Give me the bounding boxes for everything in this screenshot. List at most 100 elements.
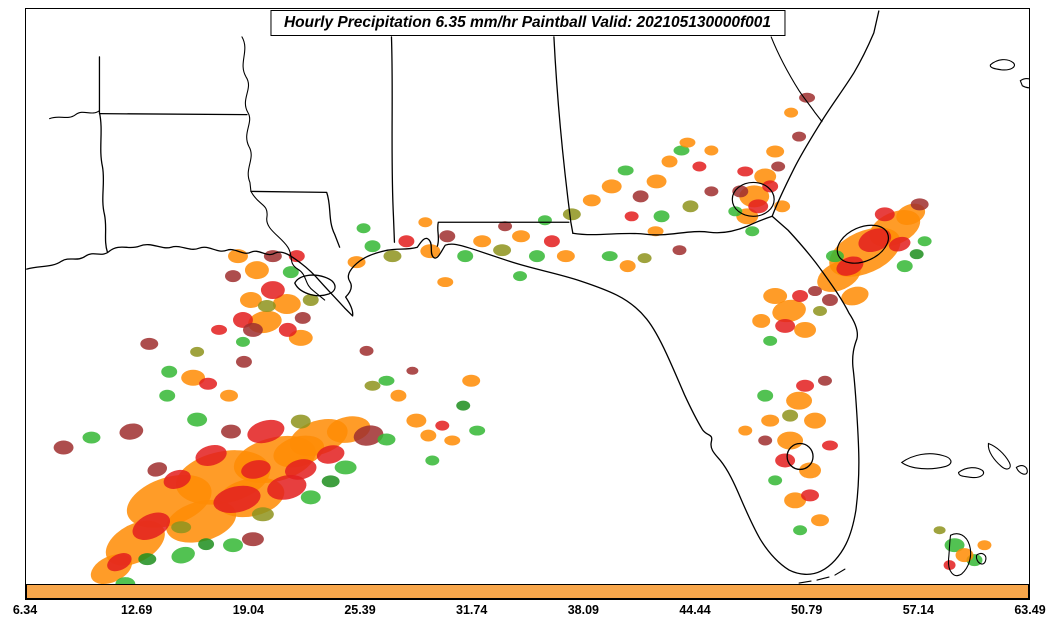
paintball-blob: [242, 322, 263, 337]
paintball-blob: [933, 526, 946, 535]
paintball-blob: [406, 413, 427, 428]
paintball-blob: [582, 194, 601, 207]
paintball-blob: [808, 286, 823, 297]
mississippi-river-path: [241, 36, 326, 301]
paintball-blob: [406, 366, 419, 375]
paintball-blob: [235, 355, 252, 368]
paintball-blob: [977, 540, 992, 551]
map-svg: [26, 10, 1029, 592]
paintball-blob: [294, 311, 311, 324]
paintball-blob: [140, 337, 159, 350]
paintball-blob: [132, 512, 171, 540]
paintball-blob: [811, 514, 829, 527]
paintball-blob: [653, 210, 670, 223]
paintball-blob: [321, 475, 340, 488]
paintball-blob: [786, 391, 813, 410]
paintball-blob: [347, 256, 366, 269]
paintball-blob: [761, 414, 780, 427]
paintball-blob: [190, 346, 205, 357]
paintball-blob: [794, 321, 817, 338]
paintball-blob: [195, 445, 227, 466]
paintball-blob: [457, 250, 474, 263]
paintball-blob: [672, 245, 687, 256]
paintball-blob: [378, 375, 395, 386]
paintball-blob: [799, 92, 816, 103]
paintball-blob: [493, 244, 512, 257]
colorbar-tick-label: 44.44: [679, 603, 711, 617]
bahama-island-small: [957, 467, 985, 479]
paintball-blob: [469, 425, 486, 436]
paintball-blob: [836, 256, 864, 276]
paintball-blob: [334, 460, 357, 475]
paintball-blob: [771, 161, 786, 172]
paintball-blob: [285, 459, 317, 480]
paintball-blob: [754, 168, 777, 185]
colorbar-tick-label: 50.79: [791, 603, 823, 617]
paintball-blob: [171, 521, 192, 534]
paintball-blob: [420, 244, 441, 259]
paintball-blob: [763, 335, 778, 346]
bimini-island: [975, 553, 987, 565]
paintball-blob: [359, 345, 374, 356]
paintball-blob: [456, 400, 471, 411]
paintball-blob: [257, 300, 276, 312]
paintball-blob: [632, 190, 649, 203]
paintball-blob: [512, 230, 530, 243]
lake-pontchartrain: [294, 274, 336, 297]
paintball-blob: [874, 207, 895, 222]
islands: [798, 59, 1029, 584]
paintball-blob: [818, 375, 832, 386]
colorbar-tick-label: 31.74: [456, 603, 488, 617]
paintball-blob: [758, 435, 773, 446]
paintball-blob: [107, 553, 132, 572]
map-plot-area: Hourly Precipitation 6.35 mm/hr Paintbal…: [25, 8, 1030, 600]
paintball-blob: [161, 365, 178, 378]
paintball-blob: [390, 389, 407, 402]
paintball-blob: [437, 277, 454, 288]
colorbar-tick-label: 19.04: [232, 603, 264, 617]
paintball-blob: [53, 440, 74, 455]
paintball-blob: [211, 324, 228, 335]
paintball-blob: [704, 145, 719, 156]
paintball-blob: [782, 409, 799, 422]
colorbar-tick-label: 38.09: [567, 603, 599, 617]
paintball-blob: [282, 266, 299, 279]
paintball-blob: [617, 165, 634, 176]
paintball-blob: [909, 249, 924, 260]
paintball-blob: [302, 294, 319, 306]
paintball-blob: [473, 235, 492, 248]
lakes: [294, 274, 814, 471]
paintball-blob: [199, 377, 218, 390]
savannah-river-path: [770, 36, 823, 123]
paintball-blob: [235, 336, 250, 347]
colorbar-tick-label: 6.34: [12, 603, 38, 617]
paintball-blob: [748, 199, 769, 214]
paintball-blob: [637, 253, 652, 264]
plot-title: Hourly Precipitation 6.35 mm/hr Paintbal…: [269, 10, 786, 36]
paintball-blob: [801, 489, 820, 502]
paintball-blob: [272, 294, 301, 314]
paintball-blob: [82, 431, 101, 444]
grand-bahama-island: [900, 453, 952, 470]
paintball-blob: [917, 236, 932, 247]
atlantic-islet-2: [1019, 78, 1029, 89]
paintball-blob: [661, 155, 678, 168]
paintball-blob: [772, 299, 806, 323]
paintball-blob: [777, 431, 804, 450]
colorbar: [26, 584, 1029, 599]
paintball-blob: [766, 145, 785, 158]
paintball-blob: [813, 305, 827, 316]
paintball-blob: [213, 485, 261, 513]
paintball-blob: [119, 423, 144, 440]
observed-precip-contours: [731, 181, 889, 264]
paintball-blob: [804, 412, 826, 429]
paintball-blob: [673, 145, 690, 156]
paintball-blob: [198, 538, 215, 551]
paintball-blob: [364, 380, 381, 391]
paintball-blobs: [53, 92, 992, 592]
paintball-blob: [439, 230, 456, 243]
coastline-path: [26, 10, 880, 575]
paintball-blob: [752, 313, 771, 328]
paintball-blob: [792, 290, 809, 303]
paintball-blob: [528, 250, 545, 263]
